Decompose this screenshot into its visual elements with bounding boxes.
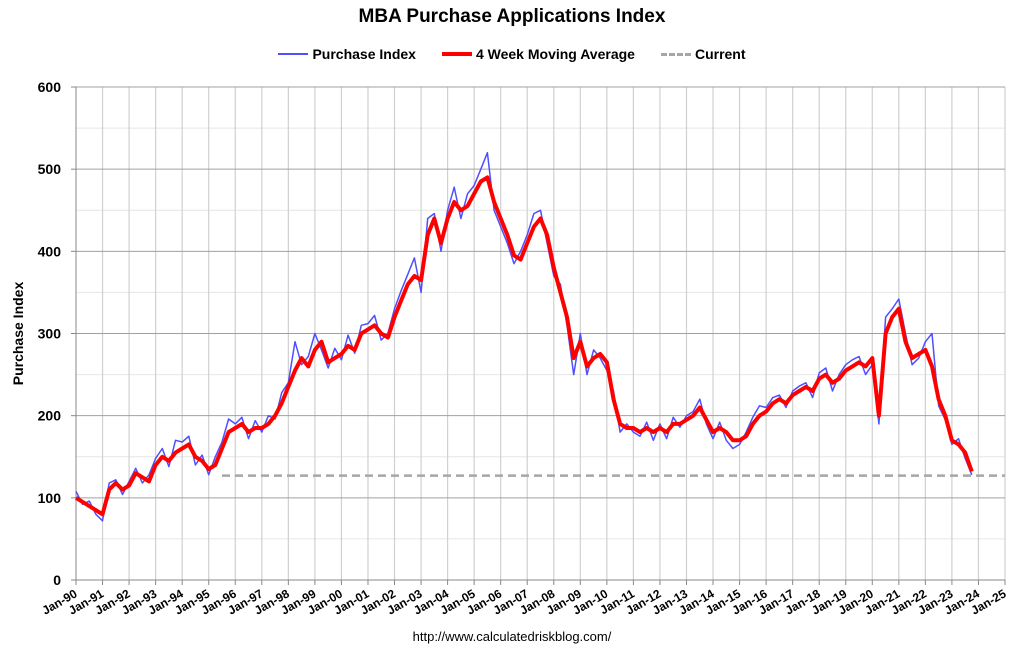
legend-item-current: Current [660,46,746,62]
legend-label: 4 Week Moving Average [475,46,635,62]
legend-swatch-gray-dashed [660,52,691,56]
legend-label: Current [694,46,746,62]
y-tick-label: 500 [38,161,62,177]
legend-item-moving-average: 4 Week Moving Average [441,46,635,62]
chart-title: MBA Purchase Applications Index [358,6,666,27]
legend-swatch-red-line [441,52,472,56]
legend-item-purchase-index: Purchase Index [278,46,416,62]
y-tick-label: 400 [38,243,62,259]
y-tick-label: 0 [53,572,61,588]
source-url: http://www.calculatedriskblog.com/ [412,629,612,644]
moving-average-line [74,175,974,517]
y-tick-label: 200 [38,408,62,424]
legend-swatch-blue-line [278,53,309,55]
legend: Purchase Index 4 Week Moving Average Cur… [0,46,1024,62]
y-tick-label: 600 [38,79,62,95]
y-tick-label: 100 [38,490,62,506]
y-tick-label: 300 [38,326,62,342]
y-axis-label: Purchase Index [10,282,26,386]
purchase-index-line [75,151,973,522]
legend-label: Purchase Index [312,46,416,62]
